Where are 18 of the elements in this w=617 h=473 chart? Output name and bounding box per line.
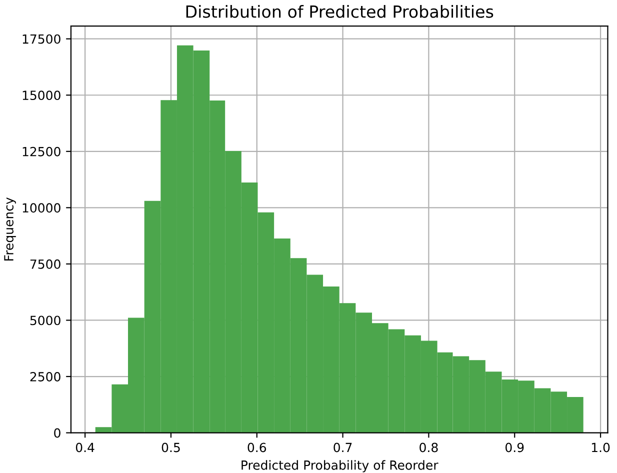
y-tick-label: 7500 (30, 259, 60, 269)
x-tick-label: 0.8 (420, 442, 438, 452)
y-tick-label: 0 (54, 428, 60, 438)
y-tick-label: 12500 (22, 146, 60, 156)
y-tick-label: 10000 (22, 203, 60, 213)
y-tick-label: 2500 (30, 372, 60, 382)
y-tick-label: 5000 (30, 316, 60, 326)
x-tick-label: 0.4 (76, 442, 94, 452)
x-tick-label: 0.7 (334, 442, 352, 452)
y-tick-label: 15000 (22, 90, 60, 100)
x-tick-label: 1.0 (592, 442, 610, 452)
x-tick-label: 0.5 (162, 442, 180, 452)
x-tick-label: 0.6 (248, 442, 266, 452)
y-tick-label: 17500 (22, 34, 60, 44)
x-tick-label: 0.9 (506, 442, 524, 452)
y-axis-title: Frequency (4, 197, 16, 260)
chart-title: Distribution of Predicted Probabilities (186, 5, 494, 18)
x-axis-title: Predicted Probability of Reorder (242, 460, 438, 472)
